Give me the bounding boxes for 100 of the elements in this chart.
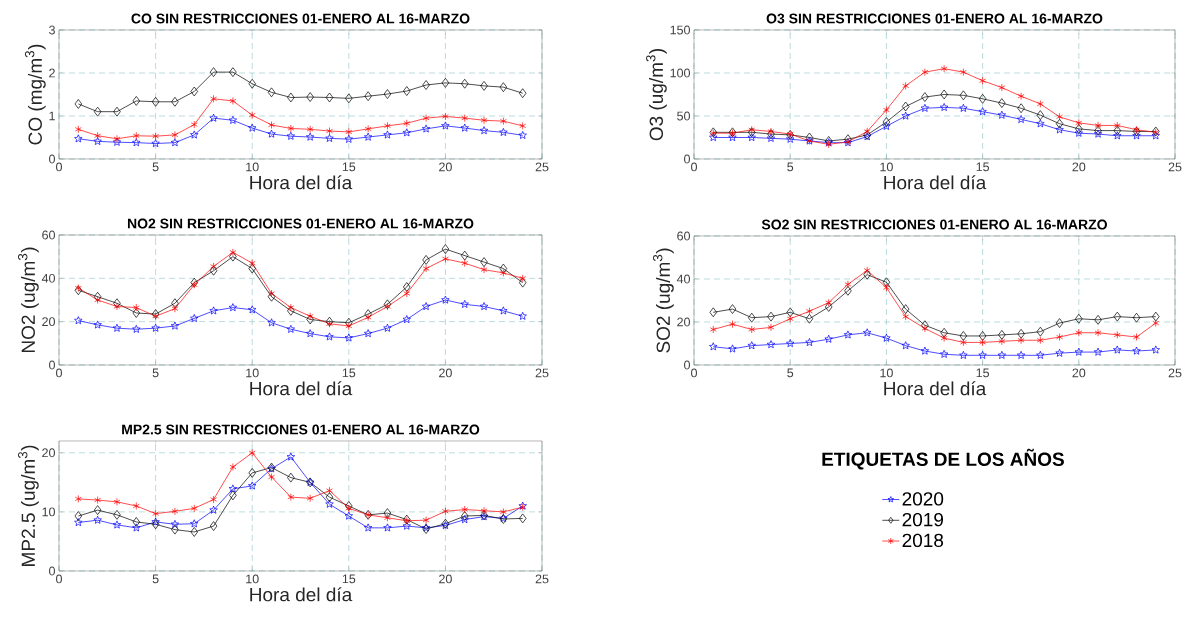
point — [940, 64, 948, 73]
point — [132, 303, 140, 312]
point — [1094, 125, 1102, 136]
y-tick-label: 0 — [49, 566, 56, 576]
point — [113, 106, 121, 117]
y-tick-label: 20 — [42, 317, 55, 327]
point — [287, 303, 295, 312]
point — [519, 274, 527, 283]
point — [747, 133, 756, 142]
point — [209, 306, 218, 315]
point — [460, 123, 469, 132]
y-tick-label: 20 — [677, 317, 691, 327]
point — [441, 295, 450, 304]
point — [170, 138, 180, 147]
point — [132, 308, 141, 318]
point — [268, 121, 275, 129]
point — [229, 248, 237, 257]
x-tick-label: 15 — [342, 162, 356, 172]
x-tick-label: 5 — [152, 368, 159, 378]
y-axis-title: O3 (ug/m$^{3}$) — [646, 48, 667, 141]
point — [518, 513, 527, 524]
point — [93, 515, 102, 524]
point — [786, 339, 795, 348]
y-tick-label: 20 — [42, 448, 55, 458]
point — [882, 333, 891, 342]
point — [1036, 336, 1044, 345]
point — [978, 331, 987, 341]
point — [806, 307, 813, 316]
point — [442, 507, 449, 516]
chart-title: NO2 SIN RESTRICCIONES 01-ENERO AL 16-MARZO — [127, 218, 474, 229]
point — [326, 127, 333, 135]
y-tick-label: 0 — [684, 154, 691, 164]
y-tick-label: 60 — [677, 231, 691, 241]
point — [170, 321, 180, 330]
point — [1113, 311, 1122, 322]
point — [171, 304, 179, 313]
point — [863, 127, 871, 136]
point — [519, 122, 527, 130]
point — [709, 133, 718, 142]
point — [190, 519, 199, 528]
point — [921, 324, 929, 333]
x-tick-label: 15 — [342, 368, 356, 378]
y-axis-title: CO (mg/m$^{3}$) — [24, 44, 46, 145]
point — [843, 330, 853, 339]
point — [480, 265, 488, 274]
point — [461, 511, 469, 521]
point — [1016, 115, 1026, 124]
point — [383, 89, 392, 99]
point — [1075, 124, 1083, 134]
point — [132, 523, 141, 532]
point — [1017, 92, 1025, 101]
point — [403, 86, 411, 96]
x-axis-title: Hora del día — [884, 175, 987, 190]
point — [499, 269, 507, 277]
point — [94, 296, 102, 304]
point — [461, 505, 469, 514]
point — [709, 307, 717, 318]
point — [151, 517, 160, 526]
point — [747, 341, 756, 350]
point — [939, 103, 949, 111]
point — [190, 86, 198, 97]
point — [461, 250, 469, 261]
point — [1017, 328, 1025, 339]
point — [805, 338, 814, 346]
point — [920, 346, 930, 355]
point — [499, 508, 507, 516]
point — [132, 517, 141, 527]
point — [325, 332, 334, 341]
point — [921, 92, 929, 102]
point — [93, 505, 102, 515]
point — [883, 283, 890, 292]
point — [978, 93, 987, 104]
point — [940, 334, 948, 342]
point — [863, 269, 871, 280]
point — [1132, 312, 1141, 323]
y-tick-label: 0 — [49, 360, 56, 370]
point — [1055, 118, 1064, 129]
point — [499, 82, 508, 93]
point — [94, 131, 102, 140]
point — [902, 82, 910, 90]
point — [863, 328, 872, 337]
point — [229, 67, 237, 77]
point — [228, 115, 238, 124]
point — [364, 91, 372, 102]
point — [441, 121, 450, 130]
point — [748, 125, 756, 134]
point — [959, 331, 968, 341]
point — [248, 111, 256, 119]
y-tick-label: 0 — [684, 360, 691, 370]
point — [1151, 345, 1160, 354]
point — [1036, 110, 1045, 120]
legend-label: 2019 — [902, 512, 944, 527]
y-tick-label: 0 — [49, 154, 56, 164]
point — [229, 463, 237, 471]
x-tick-label: 20 — [439, 368, 452, 378]
point — [766, 133, 776, 142]
point — [402, 315, 411, 324]
point — [403, 282, 411, 292]
x-tick-label: 10 — [880, 162, 893, 172]
y-tick-label: 40 — [676, 274, 691, 284]
